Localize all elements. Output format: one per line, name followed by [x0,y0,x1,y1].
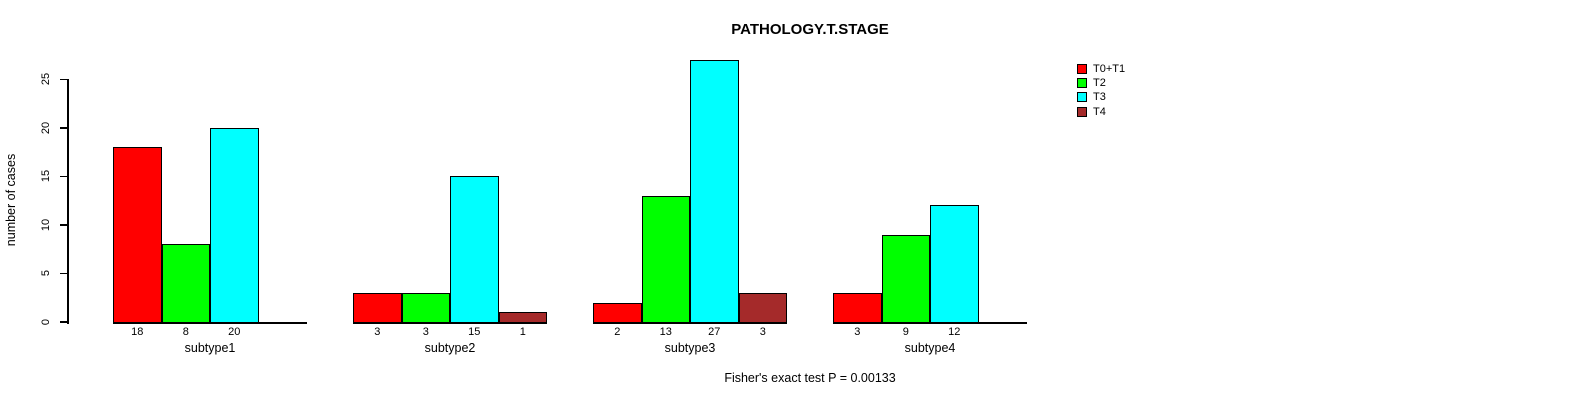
y-tick-label: 25 [40,73,52,86]
bar-value-label: 2 [614,326,621,338]
bar-value-label: 3 [374,326,381,338]
bar-subtype1-t0t1 [113,147,162,323]
category-label-subtype2: subtype2 [424,341,476,355]
category-label-subtype4: subtype4 [904,341,956,355]
bar-subtype4-t0t1 [833,292,882,323]
y-tick-mark [60,78,67,80]
bar-subtype1-t3 [210,127,259,323]
y-tick-label: 10 [40,218,52,232]
bar-value-label: 3 [854,326,861,338]
bar-subtype1-t2 [161,244,210,323]
bar-value-label: 13 [659,326,672,338]
y-axis-line [67,79,69,324]
legend-swatch-t3 [1077,92,1087,103]
category-label-subtype3: subtype3 [664,341,716,355]
y-tick-mark [60,175,67,178]
legend-item-t3: T3 [1077,90,1125,104]
legend: T0+T1 T2 T3 T4 [1077,62,1125,119]
legend-label: T2 [1093,77,1106,90]
y-tick-label: 15 [40,170,52,183]
legend-label: T0+T1 [1093,63,1126,76]
legend-label: T3 [1093,91,1106,104]
statistical-test-annotation: Fisher's exact test P = 0.00133 [724,371,896,385]
bar-subtype4-t2 [881,234,930,323]
legend-swatch-t0t1 [1077,64,1087,75]
bar-value-label: 27 [708,326,721,338]
bar-value-label: 8 [182,326,189,338]
legend-item-t2: T2 [1077,76,1125,90]
y-tick-label: 20 [40,121,52,134]
bar-value-label: 15 [468,326,481,338]
bar-value-label: 18 [131,326,144,338]
bar-subtype3-t3 [690,59,739,323]
legend-item-t0t1: T0+T1 [1077,62,1125,76]
legend-item-t4: T4 [1077,105,1125,119]
bar-value-label: 1 [519,326,526,338]
legend-swatch-t4 [1077,106,1087,117]
legend-label: T4 [1093,105,1106,118]
y-tick-mark [60,272,67,275]
bar-value-label: 3 [759,326,766,338]
bar-subtype2-t4 [498,312,547,323]
bar-subtype2-t3 [450,176,499,323]
bar-subtype3-t2 [641,195,690,323]
category-label-subtype1: subtype1 [184,341,236,355]
bar-subtype3-t0t1 [593,302,642,323]
y-axis-title: number of cases [4,153,18,247]
bar-value-label: 20 [228,326,241,338]
y-tick-label: 0 [40,318,52,326]
y-tick-mark [60,321,67,323]
bar-value-label: 9 [902,326,909,338]
y-tick-mark [60,127,67,129]
legend-swatch-t2 [1077,78,1087,89]
y-tick-label: 5 [40,270,52,277]
chart-title: PATHOLOGY.T.STAGE [731,21,889,38]
bar-subtype3-t4 [738,292,787,323]
bar-value-label: 3 [422,326,429,338]
bar-subtype4-t3 [930,205,979,323]
bar-value-label: 12 [948,326,961,338]
bar-subtype2-t0t1 [353,292,402,323]
y-tick-mark [60,224,67,226]
bar-subtype2-t2 [401,292,450,323]
